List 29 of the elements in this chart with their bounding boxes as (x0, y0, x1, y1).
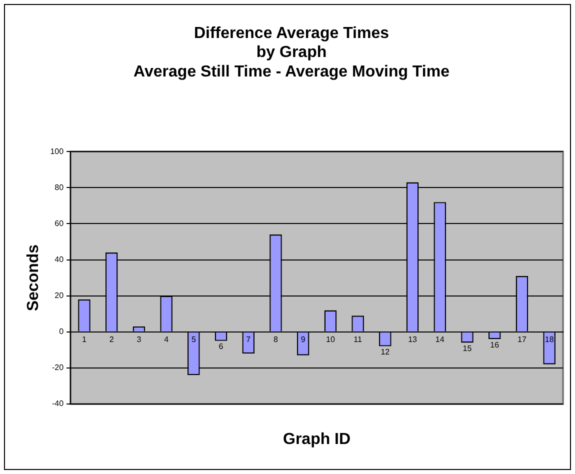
y-axis-title: Seconds (25, 244, 42, 312)
x-tick-label: 11 (354, 335, 363, 344)
x-tick-label: 10 (326, 335, 336, 344)
x-tick-label: 14 (435, 335, 445, 344)
y-tick-label: 40 (54, 254, 64, 264)
x-tick-label: 2 (109, 335, 114, 344)
x-tick-label: 12 (380, 348, 390, 357)
x-tick-label: 1 (82, 335, 87, 344)
x-tick-label: 17 (518, 335, 527, 344)
x-tick-label: 9 (300, 335, 306, 344)
x-tick-label: 3 (136, 335, 142, 344)
y-tick-label: 80 (54, 182, 64, 192)
x-tick-label: 4 (164, 335, 170, 344)
y-tick-label: 60 (54, 218, 64, 228)
y-tick-label: -40 (52, 399, 64, 408)
chart-title: Difference Average Times by Graph Average Still Time - Average Moving Time (134, 25, 450, 80)
x-tick-label: 18 (544, 335, 554, 344)
x-tick-label: 7 (246, 335, 252, 344)
y-tick-label: -20 (52, 363, 64, 372)
x-tick-label: 6 (218, 342, 224, 352)
x-tick-label: 8 (274, 335, 279, 344)
x-tick-label: 13 (408, 335, 418, 344)
x-tick-label: 16 (490, 340, 500, 350)
y-tick-label: 20 (54, 291, 64, 300)
x-tick-label: 15 (462, 344, 472, 353)
y-tick-label: 100 (50, 146, 64, 156)
y-tick-label: 0 (59, 327, 64, 336)
x-axis-title: Graph ID (282, 431, 351, 448)
x-tick-label: 5 (191, 335, 196, 344)
